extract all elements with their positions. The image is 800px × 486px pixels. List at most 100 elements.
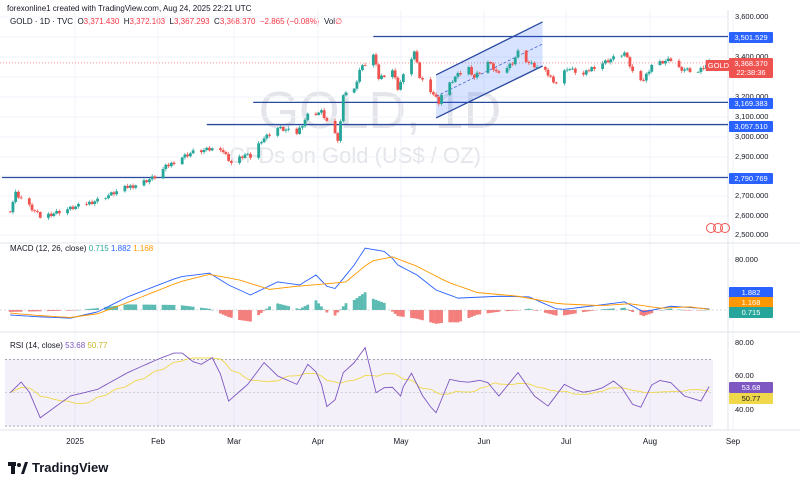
macd-histogram-bar: [696, 310, 700, 311]
candle-body: [612, 56, 615, 60]
candle-body: [573, 68, 577, 73]
candle-body: [453, 76, 457, 82]
candle-body: [486, 62, 490, 73]
macd-signal-value: 1.168: [133, 244, 154, 253]
macd-histogram-bar: [650, 310, 654, 314]
tradingview-logo-icon: [8, 461, 28, 474]
candle-body: [437, 96, 441, 104]
candle-body: [434, 94, 438, 97]
candle-body: [219, 148, 222, 151]
candle-body: [472, 74, 476, 78]
macd-histogram-bar: [393, 310, 397, 314]
macd-histogram-bar: [453, 310, 457, 323]
macd-histogram-bar: [472, 310, 476, 316]
candle-body: [77, 203, 80, 207]
macd-histogram-bar: [625, 309, 629, 310]
macd-histogram-bar: [126, 304, 129, 310]
macd-histogram-bar: [240, 310, 244, 321]
macd-histogram-bar: [281, 304, 285, 310]
macd-histogram-bar: [513, 310, 517, 311]
macd-histogram-bar: [486, 310, 490, 314]
candle-body: [412, 51, 416, 60]
macd-histogram-bar: [371, 298, 375, 310]
candle-body: [300, 126, 304, 128]
events-icon[interactable]: [706, 223, 736, 233]
candle-body: [391, 70, 394, 78]
tradingview-logo[interactable]: TradingView: [8, 460, 108, 475]
candle-body: [145, 180, 149, 183]
candle-body: [661, 61, 665, 64]
macd-histogram-bar: [642, 310, 645, 317]
macd-histogram-bar: [107, 306, 110, 310]
macd-histogram-bar: [478, 310, 482, 315]
candle-body: [647, 71, 651, 74]
macd-histogram-bar: [219, 310, 222, 314]
macd-histogram-bar: [593, 310, 596, 311]
macd-line-tag: 1.882: [729, 287, 773, 298]
candle-body: [167, 164, 170, 167]
macd-histogram-bar: [11, 310, 15, 312]
macd-histogram-bar: [38, 310, 42, 312]
macd-histogram-bar: [391, 310, 394, 312]
candle-body: [478, 72, 482, 74]
candle-body: [30, 204, 34, 211]
macd-histogram-bar: [221, 310, 225, 315]
candle-body: [96, 198, 99, 202]
macd-histogram-bar: [415, 310, 419, 319]
macd-histogram-bar: [188, 306, 192, 310]
time-tick: 2025: [66, 437, 84, 446]
candle-body: [685, 68, 689, 70]
symbol-label[interactable]: GOLD · 1D · TVC: [10, 17, 73, 26]
macd-histogram-bar: [587, 310, 591, 312]
macd-histogram-bar: [276, 303, 280, 310]
macd-histogram-bar: [183, 305, 187, 310]
candle-body: [374, 54, 378, 65]
candle-body: [279, 127, 282, 129]
open-value: 3,371.430: [83, 17, 120, 26]
macd-histogram-bar: [93, 308, 97, 310]
candle-body: [186, 154, 190, 157]
candle-body: [55, 211, 59, 214]
candle-body: [696, 71, 700, 73]
candle-body: [352, 88, 356, 93]
rsi-title: RSI (14, close): [10, 341, 63, 350]
macd-histogram-bar: [470, 310, 473, 317]
candle-body: [524, 50, 528, 62]
candle-body: [38, 212, 42, 218]
candle-body: [535, 67, 539, 68]
candle-body: [333, 120, 337, 134]
macd-histogram-bar: [669, 308, 673, 310]
low-value: 3,367.293: [174, 17, 210, 26]
macd-histogram-bar: [145, 304, 149, 310]
candle-body: [57, 211, 61, 214]
candle-body: [623, 52, 626, 56]
macd-histogram-bar: [677, 309, 681, 310]
candle-body: [164, 164, 168, 170]
candle-body: [448, 82, 452, 95]
volume-label: Vol: [323, 17, 336, 26]
bar-countdown: 22:38:36: [736, 68, 766, 77]
candle-body: [322, 110, 326, 118]
tradingview-logo-text: TradingView: [32, 460, 109, 475]
candle-body: [593, 67, 596, 69]
candle-body: [494, 69, 498, 72]
candle-body: [104, 198, 108, 200]
candle-body: [508, 63, 512, 69]
macd-histogram-bar: [358, 296, 362, 310]
macd-histogram-bar: [363, 292, 367, 310]
candle-body: [33, 210, 37, 212]
candle-body: [590, 67, 594, 72]
macd-histogram-bar: [511, 310, 514, 311]
candle-body: [126, 185, 129, 188]
macd-histogram-bar: [49, 310, 53, 312]
candle-body: [513, 57, 517, 65]
candle-body: [224, 152, 228, 155]
candle-body: [8, 211, 12, 213]
time-tick: Aug: [642, 437, 658, 446]
candle-body: [183, 154, 187, 158]
macd-histogram-bar: [128, 304, 132, 310]
macd-histogram-bar: [355, 298, 359, 310]
candle-body: [128, 185, 132, 188]
macd-histogram-bar: [268, 306, 271, 310]
